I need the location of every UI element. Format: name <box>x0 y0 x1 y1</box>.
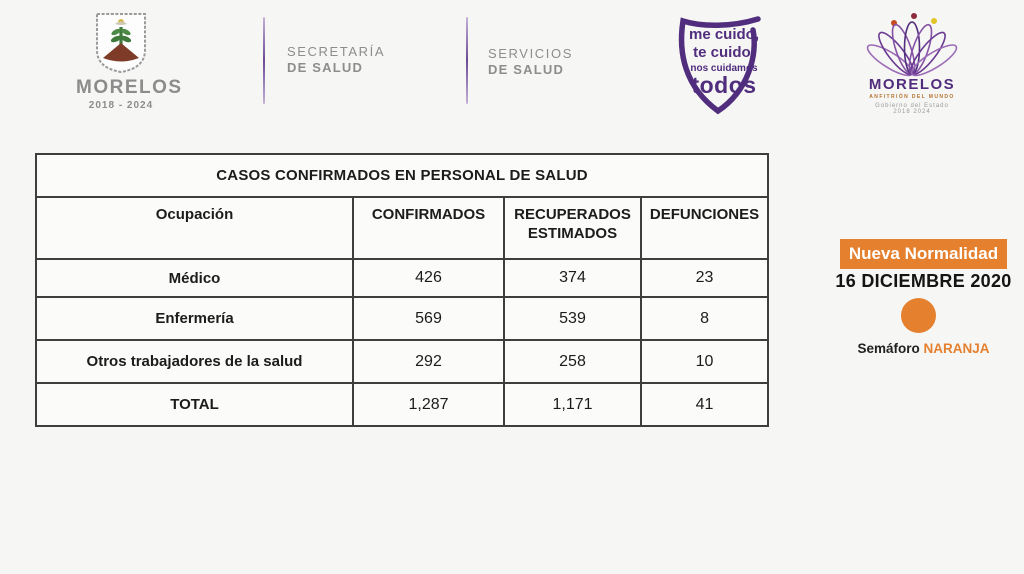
column-header-recuperados: RECUPERADOS ESTIMADOS <box>503 196 642 260</box>
me-cuido-shield-logo: me cuido, te cuido, nos cuidamos todos <box>658 6 786 118</box>
lotus-years: 2018 2024 <box>893 109 931 115</box>
column-header-confirmados: CONFIRMADOS <box>352 196 505 260</box>
table-header-row: Ocupación CONFIRMADOS RECUPERADOS ESTIMA… <box>35 196 770 260</box>
header-divider <box>466 17 468 104</box>
lotus-government-line: Gobierno del Estado <box>875 103 949 109</box>
semaforo-word: Semáforo <box>857 341 920 356</box>
row-defunciones: 23 <box>639 258 770 298</box>
coat-of-arms-icon <box>96 13 146 74</box>
row-recuperados: 374 <box>503 258 642 298</box>
shield-text-line4: todos <box>691 72 757 98</box>
secretaria-line2: DE SALUD <box>287 60 364 75</box>
row-defunciones: 8 <box>639 296 770 341</box>
shield-text-line2: te cuido, <box>693 44 755 61</box>
morelos-anfitrion-logo: MORELOS ANFITRIÓN DEL MUNDO Gobierno del… <box>860 8 964 115</box>
confirmed-cases-table: CASOS CONFIRMADOS EN PERSONAL DE SALUD O… <box>34 153 770 427</box>
servicios-line1: SERVICIOS <box>488 46 573 61</box>
table-row: Enfermería 569 539 8 <box>35 296 770 341</box>
total-defunciones: 41 <box>639 382 770 427</box>
row-confirmados: 426 <box>352 258 505 298</box>
row-recuperados: 539 <box>503 296 642 341</box>
lotus-title: MORELOS <box>868 76 956 93</box>
semaforo-status-label: Semáforo NARANJA <box>831 341 1016 356</box>
date-label: 16 DICIEMBRE 2020 <box>835 271 1012 291</box>
shield-text-line1: me cuido, <box>688 26 759 43</box>
shield-text-line3: nos cuidamos <box>690 63 758 74</box>
row-label: Enfermería <box>35 296 354 341</box>
lotus-flower-icon <box>866 13 958 77</box>
servicios-de-salud-label: SERVICIOS DE SALUD <box>488 46 573 78</box>
coat-years: 2018 - 2024 <box>88 100 154 111</box>
table-title: CASOS CONFIRMADOS EN PERSONAL DE SALUD <box>34 153 770 198</box>
row-recuperados: 258 <box>503 339 642 384</box>
table-row: Médico 426 374 23 <box>35 258 770 298</box>
secretaria-de-salud-label: SECRETARÍA DE SALUD <box>287 44 385 76</box>
row-label: Otros trabajadores de la salud <box>35 339 354 384</box>
total-label: TOTAL <box>35 382 354 427</box>
total-recuperados: 1,171 <box>503 382 642 427</box>
nueva-normalidad-badge: Nueva Normalidad <box>840 239 1007 269</box>
shield-icon <box>678 16 761 115</box>
row-confirmados: 292 <box>352 339 505 384</box>
total-confirmados: 1,287 <box>352 382 505 427</box>
row-label: Médico <box>35 258 354 298</box>
column-header-defunciones: DEFUNCIONES <box>639 196 770 260</box>
coat-title: MORELOS <box>76 77 183 98</box>
column-header-ocupacion: Ocupación <box>35 196 354 260</box>
row-confirmados: 569 <box>352 296 505 341</box>
table-title-row: CASOS CONFIRMADOS EN PERSONAL DE SALUD <box>34 153 770 198</box>
secretaria-line1: SECRETARÍA <box>287 44 386 59</box>
semaforo-value: NARANJA <box>923 341 990 356</box>
morelos-coat-of-arms-logo: MORELOS 2018 - 2024 <box>76 12 183 111</box>
row-defunciones: 10 <box>639 339 770 384</box>
table-total-row: TOTAL 1,287 1,171 41 <box>35 382 770 427</box>
semaforo-orange-indicator <box>901 298 936 333</box>
servicios-line2: DE SALUD <box>488 62 565 77</box>
header-divider <box>263 17 265 104</box>
lotus-subtitle: ANFITRIÓN DEL MUNDO <box>869 94 955 100</box>
table-row: Otros trabajadores de la salud 292 258 1… <box>35 339 770 384</box>
